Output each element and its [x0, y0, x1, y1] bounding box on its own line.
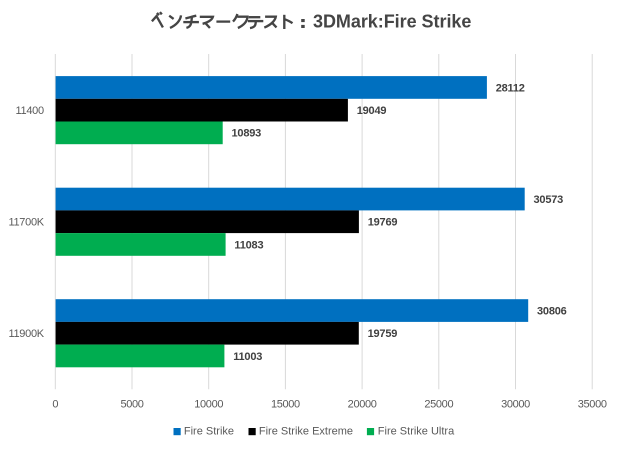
svg-text:10893: 10893	[232, 128, 262, 140]
svg-text:Fire Strike Ultra: Fire Strike Ultra	[378, 426, 455, 438]
svg-text:19759: 19759	[368, 328, 398, 340]
svg-text:35000: 35000	[578, 399, 607, 411]
svg-text:25000: 25000	[424, 399, 453, 411]
svg-text:19049: 19049	[357, 105, 387, 117]
svg-text:30806: 30806	[537, 305, 567, 317]
svg-text:30000: 30000	[501, 399, 530, 411]
svg-text:20000: 20000	[348, 399, 377, 411]
svg-text:15000: 15000	[271, 399, 300, 411]
svg-text:11003: 11003	[233, 351, 262, 363]
svg-text:11900K: 11900K	[8, 328, 44, 340]
svg-text:19769: 19769	[368, 217, 398, 229]
svg-text:11400: 11400	[16, 105, 44, 117]
svg-text:30573: 30573	[534, 194, 564, 206]
svg-text:Fire Strike: Fire Strike	[184, 426, 234, 438]
svg-text:Fire Strike Extreme: Fire Strike Extreme	[259, 426, 353, 438]
svg-text:5000: 5000	[120, 399, 143, 411]
svg-text:11083: 11083	[234, 239, 263, 251]
svg-text:10000: 10000	[194, 399, 223, 411]
svg-text:11700K: 11700K	[8, 217, 44, 229]
svg-text:3DMark:Fire Strike: 3DMark:Fire Strike	[313, 12, 471, 32]
svg-text:0: 0	[52, 399, 58, 411]
svg-text:28112: 28112	[496, 82, 525, 94]
